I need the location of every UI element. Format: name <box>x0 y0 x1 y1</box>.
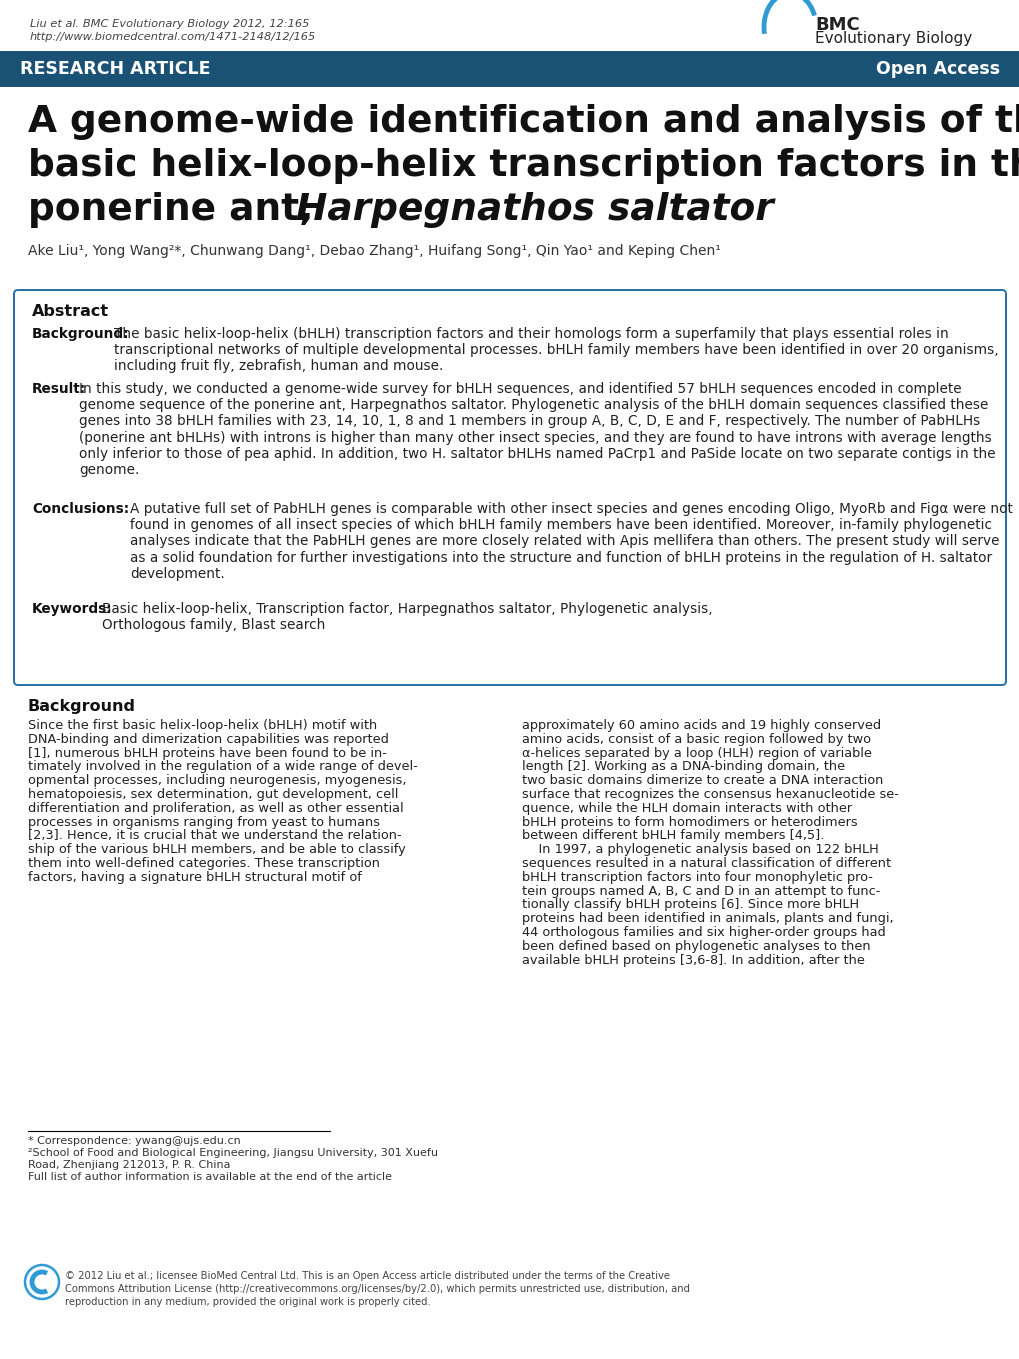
Text: A putative full set of PabHLH genes is comparable with other insect species and : A putative full set of PabHLH genes is c… <box>129 501 1012 580</box>
Text: © 2012 Liu et al.; licensee BioMed Central Ltd. This is an Open Access article d: © 2012 Liu et al.; licensee BioMed Centr… <box>65 1271 689 1307</box>
Text: Road, Zhenjiang 212013, P. R. China: Road, Zhenjiang 212013, P. R. China <box>28 1161 230 1170</box>
Text: The basic helix-loop-helix (bHLH) transcription factors and their homologs form : The basic helix-loop-helix (bHLH) transc… <box>114 328 998 374</box>
Text: between different bHLH family members [4,5].: between different bHLH family members [4… <box>522 829 823 843</box>
Text: ship of the various bHLH members, and be able to classify: ship of the various bHLH members, and be… <box>28 843 406 856</box>
Text: been defined based on phylogenetic analyses to then: been defined based on phylogenetic analy… <box>522 940 870 953</box>
Text: hematopoiesis, sex determination, gut development, cell: hematopoiesis, sex determination, gut de… <box>28 788 398 800</box>
Text: tein groups named A, B, C and D in an attempt to func-: tein groups named A, B, C and D in an at… <box>522 885 879 897</box>
Text: length [2]. Working as a DNA-binding domain, the: length [2]. Working as a DNA-binding dom… <box>522 761 845 773</box>
Text: Evolutionary Biology: Evolutionary Biology <box>814 31 971 46</box>
Text: ²School of Food and Biological Engineering, Jiangsu University, 301 Xuefu: ²School of Food and Biological Engineeri… <box>28 1148 437 1158</box>
Text: Result:: Result: <box>32 382 86 395</box>
Text: timately involved in the regulation of a wide range of devel-: timately involved in the regulation of a… <box>28 761 418 773</box>
Text: amino acids, consist of a basic region followed by two: amino acids, consist of a basic region f… <box>522 733 870 746</box>
Text: processes in organisms ranging from yeast to humans: processes in organisms ranging from yeas… <box>28 815 380 829</box>
Text: quence, while the HLH domain interacts with other: quence, while the HLH domain interacts w… <box>522 802 851 815</box>
Text: A genome-wide identification and analysis of the: A genome-wide identification and analysi… <box>28 105 1019 140</box>
Text: sequences resulted in a natural classification of different: sequences resulted in a natural classifi… <box>522 858 891 870</box>
Text: available bHLH proteins [3,6-8]. In addition, after the: available bHLH proteins [3,6-8]. In addi… <box>522 954 864 966</box>
Text: Open Access: Open Access <box>875 60 999 77</box>
Text: basic helix-loop-helix transcription factors in the: basic helix-loop-helix transcription fac… <box>28 148 1019 183</box>
Text: differentiation and proliferation, as well as other essential: differentiation and proliferation, as we… <box>28 802 404 815</box>
Text: Ake Liu¹, Yong Wang²*, Chunwang Dang¹, Debao Zhang¹, Huifang Song¹, Qin Yao¹ and: Ake Liu¹, Yong Wang²*, Chunwang Dang¹, D… <box>28 245 720 258</box>
Text: Abstract: Abstract <box>32 304 109 319</box>
Text: [2,3]. Hence, it is crucial that we understand the relation-: [2,3]. Hence, it is crucial that we unde… <box>28 829 401 843</box>
Text: Background:: Background: <box>32 328 129 341</box>
Text: Conclusions:: Conclusions: <box>32 501 129 516</box>
Text: tionally classify bHLH proteins [6]. Since more bHLH: tionally classify bHLH proteins [6]. Sin… <box>522 898 858 912</box>
Text: http://www.biomedcentral.com/1471-2148/12/165: http://www.biomedcentral.com/1471-2148/1… <box>30 33 316 42</box>
Text: Keywords:: Keywords: <box>32 602 112 616</box>
Text: proteins had been identified in animals, plants and fungi,: proteins had been identified in animals,… <box>522 912 893 925</box>
Text: bHLH transcription factors into four monophyletic pro-: bHLH transcription factors into four mon… <box>522 871 872 883</box>
Text: [1], numerous bHLH proteins have been found to be in-: [1], numerous bHLH proteins have been fo… <box>28 746 386 760</box>
Text: factors, having a signature bHLH structural motif of: factors, having a signature bHLH structu… <box>28 871 362 883</box>
Text: ponerine ant,: ponerine ant, <box>28 192 326 228</box>
Text: Harpegnathos saltator: Harpegnathos saltator <box>296 192 773 228</box>
Text: surface that recognizes the consensus hexanucleotide se-: surface that recognizes the consensus he… <box>522 788 898 800</box>
Text: them into well-defined categories. These transcription: them into well-defined categories. These… <box>28 858 380 870</box>
Text: DNA-binding and dimerization capabilities was reported: DNA-binding and dimerization capabilitie… <box>28 733 388 746</box>
Text: Full list of author information is available at the end of the article: Full list of author information is avail… <box>28 1171 391 1182</box>
Text: In 1997, a phylogenetic analysis based on 122 bHLH: In 1997, a phylogenetic analysis based o… <box>522 843 878 856</box>
Text: 44 orthologous families and six higher-order groups had: 44 orthologous families and six higher-o… <box>522 925 884 939</box>
Text: opmental processes, including neurogenesis, myogenesis,: opmental processes, including neurogenes… <box>28 775 407 787</box>
Text: In this study, we conducted a genome-wide survey for bHLH sequences, and identif: In this study, we conducted a genome-wid… <box>78 382 995 477</box>
Text: * Correspondence: ywang@ujs.edu.cn: * Correspondence: ywang@ujs.edu.cn <box>28 1136 240 1146</box>
Text: BMC: BMC <box>814 16 859 34</box>
Text: α-helices separated by a loop (HLH) region of variable: α-helices separated by a loop (HLH) regi… <box>522 746 871 760</box>
Text: two basic domains dimerize to create a DNA interaction: two basic domains dimerize to create a D… <box>522 775 882 787</box>
Text: Background: Background <box>28 699 136 713</box>
Text: bHLH proteins to form homodimers or heterodimers: bHLH proteins to form homodimers or hete… <box>522 815 857 829</box>
Text: Liu et al. BMC Evolutionary Biology 2012, 12:165: Liu et al. BMC Evolutionary Biology 2012… <box>30 19 309 29</box>
Bar <box>0 52 1019 87</box>
Text: Basic helix-loop-helix, Transcription factor, Harpegnathos saltator, Phylogeneti: Basic helix-loop-helix, Transcription fa… <box>102 602 712 632</box>
FancyBboxPatch shape <box>14 289 1005 685</box>
Text: Since the first basic helix-loop-helix (bHLH) motif with: Since the first basic helix-loop-helix (… <box>28 719 377 733</box>
Text: RESEARCH ARTICLE: RESEARCH ARTICLE <box>20 60 210 77</box>
Text: approximately 60 amino acids and 19 highly conserved: approximately 60 amino acids and 19 high… <box>522 719 880 733</box>
